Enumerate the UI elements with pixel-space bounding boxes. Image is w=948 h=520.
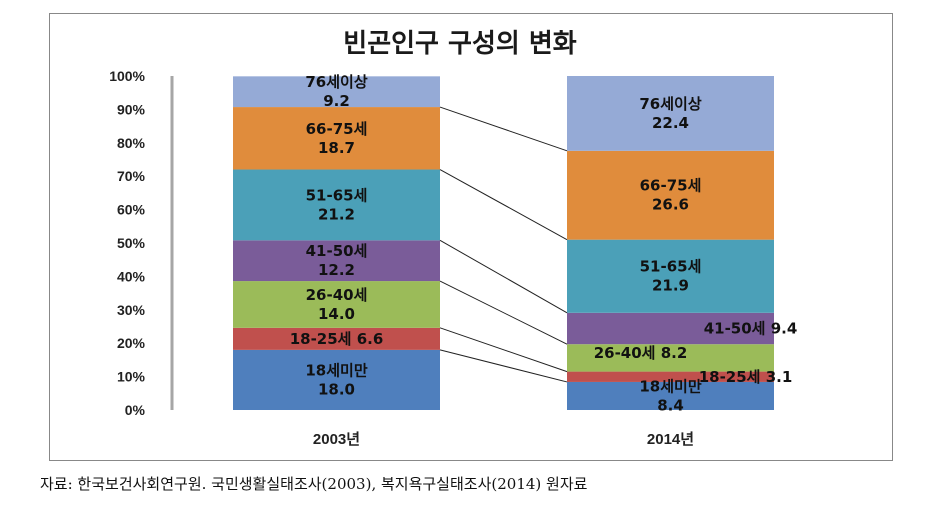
series-line [439, 106, 568, 152]
bar-segment [233, 349, 440, 410]
bar-segment [567, 381, 774, 410]
bar-segment [233, 107, 440, 170]
bar-segment [567, 239, 774, 313]
series-line [439, 239, 568, 314]
data-label: 41-50세 [306, 242, 368, 260]
data-label: 21.2 [318, 205, 355, 223]
y-tick-label: 30% [117, 302, 146, 318]
x-tick-label: 2014년 [647, 431, 694, 448]
bar-segment [233, 281, 440, 328]
data-label: 18세미만 [639, 377, 701, 395]
data-label: 18.0 [318, 380, 355, 398]
series-line [439, 349, 568, 383]
y-tick-label: 100% [109, 68, 145, 84]
data-label: 66-75세 [640, 177, 702, 195]
data-label: 22.4 [652, 114, 689, 132]
series-line [439, 280, 568, 345]
data-label: 76세이상 [639, 95, 701, 113]
data-label: 18-25세 3.1 [699, 368, 793, 386]
data-label: 18-25세 6.6 [290, 330, 384, 348]
y-tick-label: 80% [117, 135, 146, 151]
x-tick-label: 2003년 [313, 431, 360, 448]
data-label: 51-65세 [640, 258, 702, 276]
data-label: 9.2 [323, 92, 350, 110]
bar-segment [233, 327, 440, 350]
data-label: 8.4 [657, 396, 684, 414]
bar-segment [233, 76, 440, 108]
bar-segment [567, 371, 774, 382]
data-label: 41-50세 9.4 [704, 320, 798, 338]
data-label: 21.9 [652, 277, 689, 295]
data-label: 76세이상 [305, 73, 367, 91]
y-tick-label: 60% [117, 202, 146, 218]
y-tick-label: 90% [117, 101, 146, 117]
bar-segment [567, 312, 774, 345]
data-label: 26-40세 [306, 286, 368, 304]
y-tick-label: 70% [117, 168, 146, 184]
data-label: 66-75세 [306, 120, 368, 138]
series-line [439, 169, 568, 241]
data-label: 26.6 [652, 196, 689, 214]
bar-segment [233, 240, 440, 282]
y-tick-label: 20% [117, 335, 146, 351]
y-tick-label: 0% [125, 402, 146, 418]
data-label: 26-40세 8.2 [594, 344, 688, 362]
bar-segment [567, 76, 774, 151]
chart-title: 빈곤인구 구성의 변화 [343, 29, 576, 59]
y-tick-label: 50% [117, 235, 146, 251]
y-tick-label: 40% [117, 268, 146, 284]
data-label: 18세미만 [305, 361, 367, 379]
source-note: 자료: 한국보건사회연구원. 국민생활실태조사(2003), 복지욕구실태조사(… [40, 475, 588, 493]
y-tick-label: 10% [117, 369, 146, 385]
data-label: 14.0 [318, 305, 355, 323]
series-line [439, 327, 568, 373]
bar-segment [567, 150, 774, 240]
data-label: 51-65세 [306, 186, 368, 204]
bar-segment [233, 169, 440, 241]
data-label: 18.7 [318, 139, 355, 157]
bar-segment [567, 344, 774, 372]
data-label: 12.2 [318, 261, 355, 279]
